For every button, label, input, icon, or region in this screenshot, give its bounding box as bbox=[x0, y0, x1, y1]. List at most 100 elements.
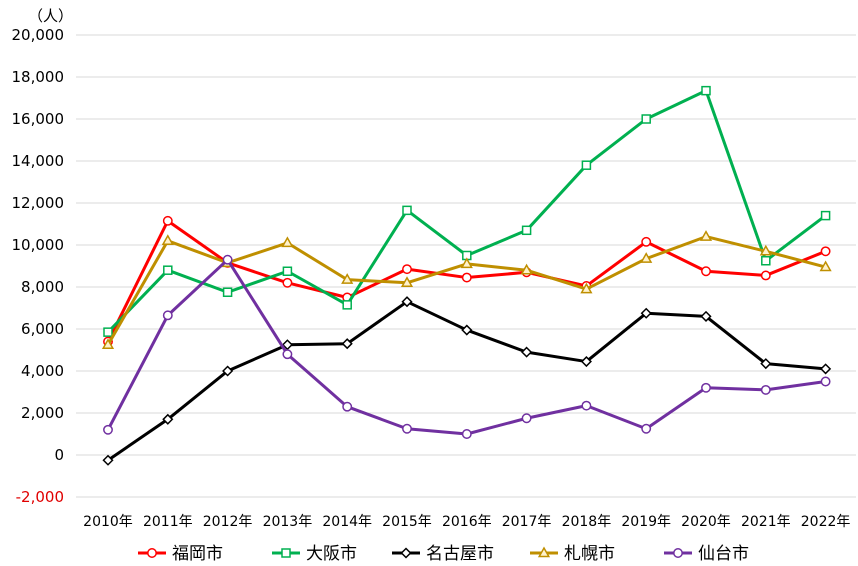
data-point bbox=[162, 310, 173, 321]
data-point bbox=[521, 413, 532, 424]
legend-label: 名古屋市 bbox=[426, 544, 494, 564]
data-point bbox=[161, 234, 174, 246]
x-tick-label: 2010年 bbox=[83, 514, 133, 530]
x-axis: 2010年 2011年 2012年 2013年 2014年 2015年 2016年 2017年… bbox=[83, 514, 850, 530]
y-tick-label: 20,000 bbox=[12, 26, 65, 44]
y-tick-label: 18,000 bbox=[12, 68, 65, 86]
series-line bbox=[106, 258, 826, 436]
data-point bbox=[103, 424, 113, 435]
data-point bbox=[282, 266, 293, 276]
data-point bbox=[521, 225, 532, 236]
x-tick-label: 2015年 bbox=[382, 514, 432, 530]
data-point bbox=[282, 349, 293, 360]
data-point bbox=[820, 363, 832, 375]
data-point bbox=[461, 429, 472, 439]
data-point bbox=[402, 423, 412, 434]
x-tick-label: 2022年 bbox=[801, 514, 851, 530]
data-point bbox=[641, 236, 652, 247]
legend-marker bbox=[537, 546, 551, 558]
data-point bbox=[163, 265, 173, 275]
data-point bbox=[460, 257, 473, 269]
data-point bbox=[761, 256, 771, 266]
data-point bbox=[760, 358, 772, 370]
legend-item: 大阪市 bbox=[272, 544, 357, 564]
y-tick-label: 10,000 bbox=[12, 236, 65, 254]
x-tick-label: 2014年 bbox=[322, 514, 372, 530]
x-tick-label: 2013年 bbox=[263, 514, 313, 530]
x-tick-label: 2018年 bbox=[562, 514, 612, 530]
data-point bbox=[222, 287, 233, 297]
data-point bbox=[342, 300, 352, 310]
data-point bbox=[162, 215, 173, 226]
data-point bbox=[581, 400, 592, 411]
data-point bbox=[700, 310, 712, 322]
data-point bbox=[820, 376, 831, 387]
data-point bbox=[760, 384, 771, 395]
data-point bbox=[341, 273, 354, 284]
data-point bbox=[759, 244, 772, 256]
data-point bbox=[640, 307, 652, 319]
gridlines bbox=[76, 34, 856, 498]
data-point bbox=[701, 266, 711, 277]
x-tick-label: 2021年 bbox=[741, 514, 791, 530]
data-point bbox=[342, 401, 353, 412]
y-tick-label: 0 bbox=[54, 446, 64, 464]
data-point bbox=[401, 296, 413, 308]
data-point bbox=[701, 85, 711, 96]
legend-label: 仙台市 bbox=[698, 544, 749, 564]
x-tick-label: 2020年 bbox=[681, 514, 731, 530]
y-tick-label: 2,000 bbox=[21, 404, 64, 422]
data-point bbox=[520, 263, 533, 275]
legend-marker bbox=[400, 547, 412, 559]
x-tick-label: 2017年 bbox=[502, 514, 552, 530]
data-point bbox=[281, 339, 293, 351]
data-point bbox=[222, 254, 233, 265]
data-point bbox=[640, 252, 653, 263]
data-point bbox=[580, 282, 593, 294]
legend: 福岡市 大阪市 名古屋市 札幌市 仙台市 bbox=[138, 544, 749, 564]
data-point bbox=[222, 365, 234, 377]
y-tick-label: 12,000 bbox=[12, 194, 65, 212]
x-tick-label: 2016年 bbox=[442, 514, 492, 530]
data-point bbox=[820, 246, 831, 257]
data-point bbox=[461, 324, 473, 336]
legend-marker bbox=[673, 548, 683, 558]
data-point bbox=[400, 276, 414, 288]
legend-label: 札幌市 bbox=[564, 544, 615, 564]
data-point bbox=[521, 346, 533, 358]
x-tick-label: 2019年 bbox=[621, 514, 671, 530]
data-point bbox=[699, 230, 713, 241]
data-point bbox=[820, 210, 831, 221]
data-point bbox=[162, 413, 174, 425]
data-point bbox=[102, 454, 114, 466]
data-point bbox=[281, 236, 294, 248]
legend-marker bbox=[147, 548, 157, 558]
data-point bbox=[760, 270, 771, 281]
y-tick-label: 14,000 bbox=[12, 152, 65, 170]
y-tick-label: 6,000 bbox=[21, 320, 64, 338]
series-2 bbox=[103, 85, 831, 337]
y-tick-label: -2,000 bbox=[16, 488, 64, 506]
data-point bbox=[282, 277, 293, 288]
series-3 bbox=[102, 296, 832, 466]
data-point bbox=[341, 338, 353, 350]
data-point bbox=[402, 264, 412, 275]
x-tick-label: 2012年 bbox=[203, 514, 253, 530]
y-tick-label: 16,000 bbox=[12, 110, 65, 128]
series-5 bbox=[103, 254, 831, 439]
data-point bbox=[461, 272, 472, 283]
legend-item: 名古屋市 bbox=[392, 544, 494, 564]
y-axis: 20,000 18,000 16,000 14,000 12,000 10,000 8,00… bbox=[12, 26, 65, 506]
legend-label: 福岡市 bbox=[172, 544, 223, 564]
y-tick-label: 8,000 bbox=[21, 278, 64, 296]
y-unit-label: （人） bbox=[28, 7, 73, 25]
legend-label: 大阪市 bbox=[306, 544, 357, 564]
x-tick-label: 2011年 bbox=[143, 514, 193, 530]
data-point bbox=[701, 382, 711, 393]
series-line bbox=[106, 89, 827, 334]
legend-item: 札幌市 bbox=[530, 544, 615, 564]
data-point bbox=[819, 260, 832, 272]
series-group bbox=[101, 85, 832, 466]
legend-item: 仙台市 bbox=[664, 544, 749, 564]
